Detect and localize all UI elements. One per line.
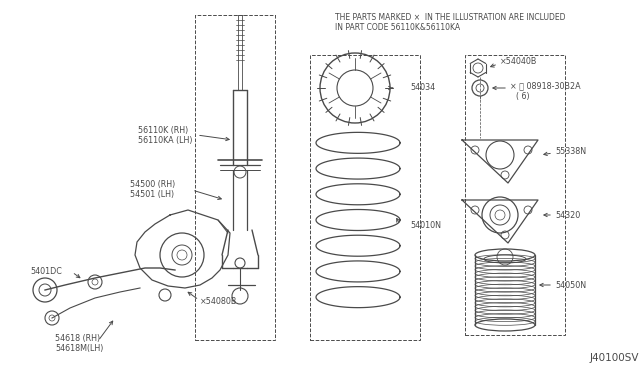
Text: 56110K (RH): 56110K (RH) [138, 125, 188, 135]
Text: 55338N: 55338N [555, 148, 586, 157]
Text: 54618M(LH): 54618M(LH) [55, 343, 104, 353]
Text: 56110KA (LH): 56110KA (LH) [138, 135, 193, 144]
Text: ×54040B: ×54040B [500, 58, 538, 67]
Text: 54500 (RH): 54500 (RH) [130, 180, 175, 189]
Bar [195, 15, 275, 340]
Bar [310, 55, 420, 340]
Text: 54034: 54034 [410, 83, 435, 93]
Text: 54320: 54320 [555, 211, 580, 219]
Text: ( 6): ( 6) [516, 92, 530, 100]
Text: 54050N: 54050N [555, 280, 586, 289]
Text: THE PARTS MARKED ×  IN THE ILLUSTRATION ARE INCLUDED: THE PARTS MARKED × IN THE ILLUSTRATION A… [335, 13, 566, 22]
Text: × Ⓝ 08918-30B2A: × Ⓝ 08918-30B2A [510, 81, 580, 90]
Text: 54501 (LH): 54501 (LH) [130, 190, 174, 199]
Text: 5401DC: 5401DC [30, 267, 62, 276]
Bar [465, 55, 565, 335]
Text: 54010N: 54010N [410, 221, 441, 230]
Text: ×54080B: ×54080B [200, 298, 237, 307]
Text: J40100SV: J40100SV [590, 353, 639, 363]
Text: IN PART CODE 56110K&56110KA: IN PART CODE 56110K&56110KA [335, 23, 460, 32]
Text: 54618 (RH): 54618 (RH) [55, 334, 100, 343]
